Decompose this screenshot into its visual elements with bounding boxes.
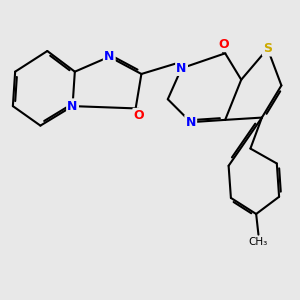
Text: N: N: [176, 62, 187, 75]
Text: CH₃: CH₃: [249, 237, 268, 247]
Text: O: O: [219, 38, 229, 51]
Text: N: N: [68, 100, 78, 112]
Text: N: N: [104, 50, 114, 63]
Text: S: S: [263, 42, 272, 55]
Text: O: O: [134, 109, 144, 122]
Text: N: N: [186, 116, 196, 129]
